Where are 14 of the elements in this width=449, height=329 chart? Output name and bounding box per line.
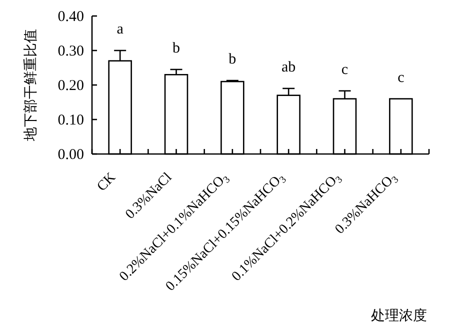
y-tick-label: 0.30 xyxy=(58,44,84,60)
annotation: c xyxy=(398,70,405,86)
x-axis-title: 处理浓度 xyxy=(371,308,427,324)
y-tick-label: 0.40 xyxy=(58,9,84,25)
y-axis-title: 地下部干鲜重比值 xyxy=(23,29,39,142)
annotation: ab xyxy=(281,59,296,76)
y-tick-label: 0.10 xyxy=(58,112,84,128)
x-tick-label: CK xyxy=(94,170,119,195)
y-tick-label: 0.20 xyxy=(58,78,84,94)
annotation: b xyxy=(228,52,236,68)
annotation: c xyxy=(341,62,348,78)
annotation: b xyxy=(172,40,180,56)
y-tick-label: 0.00 xyxy=(58,147,84,163)
annotation: a xyxy=(116,22,124,38)
